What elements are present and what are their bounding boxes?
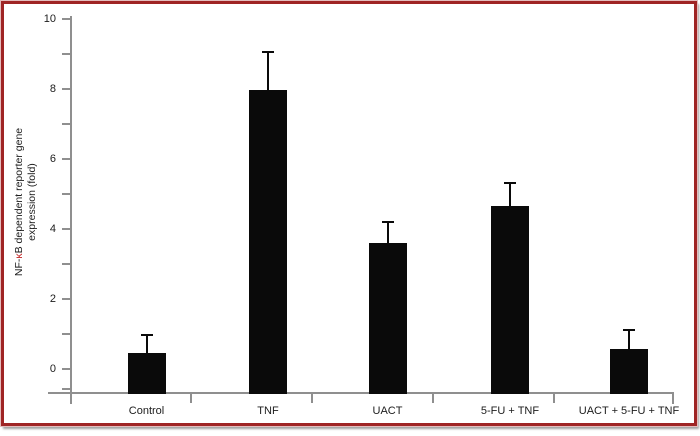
y-tick [62,262,71,265]
bar [127,352,166,394]
x-tick [553,394,555,403]
y-tick [62,157,71,160]
y-tick [62,387,71,390]
error-bar-stem [386,221,389,243]
y-axis-title-line1: NF-κB dependent reporter gene [13,52,26,352]
error-bar-stem [628,330,630,350]
y-tick [62,332,71,335]
bar [368,242,407,394]
x-tick [432,394,434,403]
y-tick [62,87,71,90]
error-bar-cap [262,50,274,53]
y-tick [62,297,71,300]
x-axis [48,392,674,394]
error-bar-cap [140,334,153,337]
y-tick-label: 8 [49,82,56,95]
y-tick [62,227,71,230]
y-axis-title-prefix: NF- [13,258,25,277]
error-bar-stem [145,335,148,353]
y-tick [62,52,71,55]
y-axis [70,16,72,404]
x-tick [311,394,313,403]
y-axis-title-line2: expression (fold) [25,163,38,241]
y-tick [62,17,71,20]
x-axis-end-tick [672,393,674,404]
y-tick-label: 0 [49,362,56,375]
y-tick [62,367,71,370]
error-bar-stem [267,51,269,91]
category-label: UACT [372,405,403,417]
y-tick [62,122,71,125]
y-axis-title: NF-κB dependent reporter gene expression… [13,52,39,352]
bar [610,349,648,394]
bar [491,205,529,394]
y-tick [62,192,71,195]
category-label: 5-FU + TNF [480,405,540,417]
y-axis-title-rest: B dependent reporter gene [13,127,25,254]
y-tick-label: 2 [49,292,56,305]
y-tick-label: 4 [49,222,56,235]
x-tick [190,394,192,403]
category-label: UACT + 5-FU + TNF [578,405,680,417]
error-bar-cap [623,329,635,331]
category-label: Control [128,405,165,417]
kappa-symbol: κ [13,253,25,259]
category-label: TNF [257,405,279,417]
y-tick-label: 10 [43,12,56,25]
y-tick-label: 6 [49,152,56,165]
error-bar-cap [504,182,516,184]
error-bar-stem [509,183,511,206]
error-bar-cap [381,220,394,223]
bar [249,90,287,394]
